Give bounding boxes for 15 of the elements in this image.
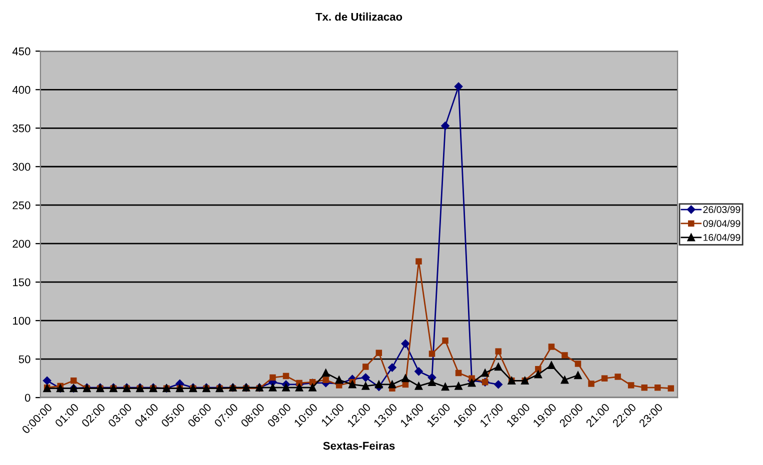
chart-title: Tx. de Utilizacao — [316, 12, 402, 21]
y-tick-label: 400 — [12, 86, 30, 94]
legend-label: 09/04/99 — [703, 220, 740, 227]
y-tick-label: 200 — [12, 240, 30, 248]
y-tick-label: 50 — [18, 355, 30, 364]
y-tick-label: 450 — [12, 47, 30, 56]
y-tick-label: 0 — [24, 394, 30, 402]
legend-label: 16/04/99 — [704, 234, 740, 241]
y-tick-label: 150 — [13, 278, 30, 286]
y-tick-label: 300 — [12, 162, 30, 171]
y-tick-label: 250 — [12, 201, 30, 210]
x-axis-title: Sextas-Feiras — [323, 442, 395, 450]
y-tick-label: 100 — [13, 316, 30, 325]
y-tick-label: 350 — [12, 124, 30, 132]
legend-label: 26/03/99 — [703, 206, 740, 214]
